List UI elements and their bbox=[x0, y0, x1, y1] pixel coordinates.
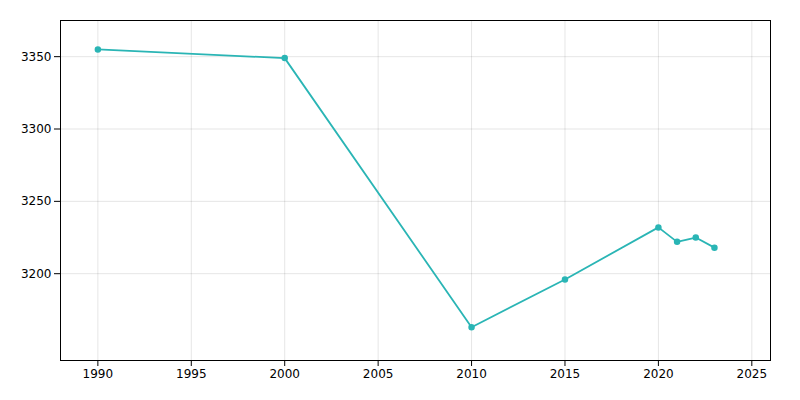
svg-text:2005: 2005 bbox=[363, 367, 394, 381]
svg-text:2010: 2010 bbox=[456, 367, 487, 381]
svg-text:2020: 2020 bbox=[643, 367, 674, 381]
svg-text:2025: 2025 bbox=[737, 367, 768, 381]
svg-text:1990: 1990 bbox=[83, 367, 114, 381]
svg-text:3300: 3300 bbox=[21, 122, 52, 136]
svg-text:3350: 3350 bbox=[21, 50, 52, 64]
svg-text:2000: 2000 bbox=[269, 367, 300, 381]
svg-text:1995: 1995 bbox=[176, 367, 207, 381]
svg-text:3200: 3200 bbox=[21, 267, 52, 281]
svg-text:2015: 2015 bbox=[550, 367, 581, 381]
svg-text:3250: 3250 bbox=[21, 194, 52, 208]
